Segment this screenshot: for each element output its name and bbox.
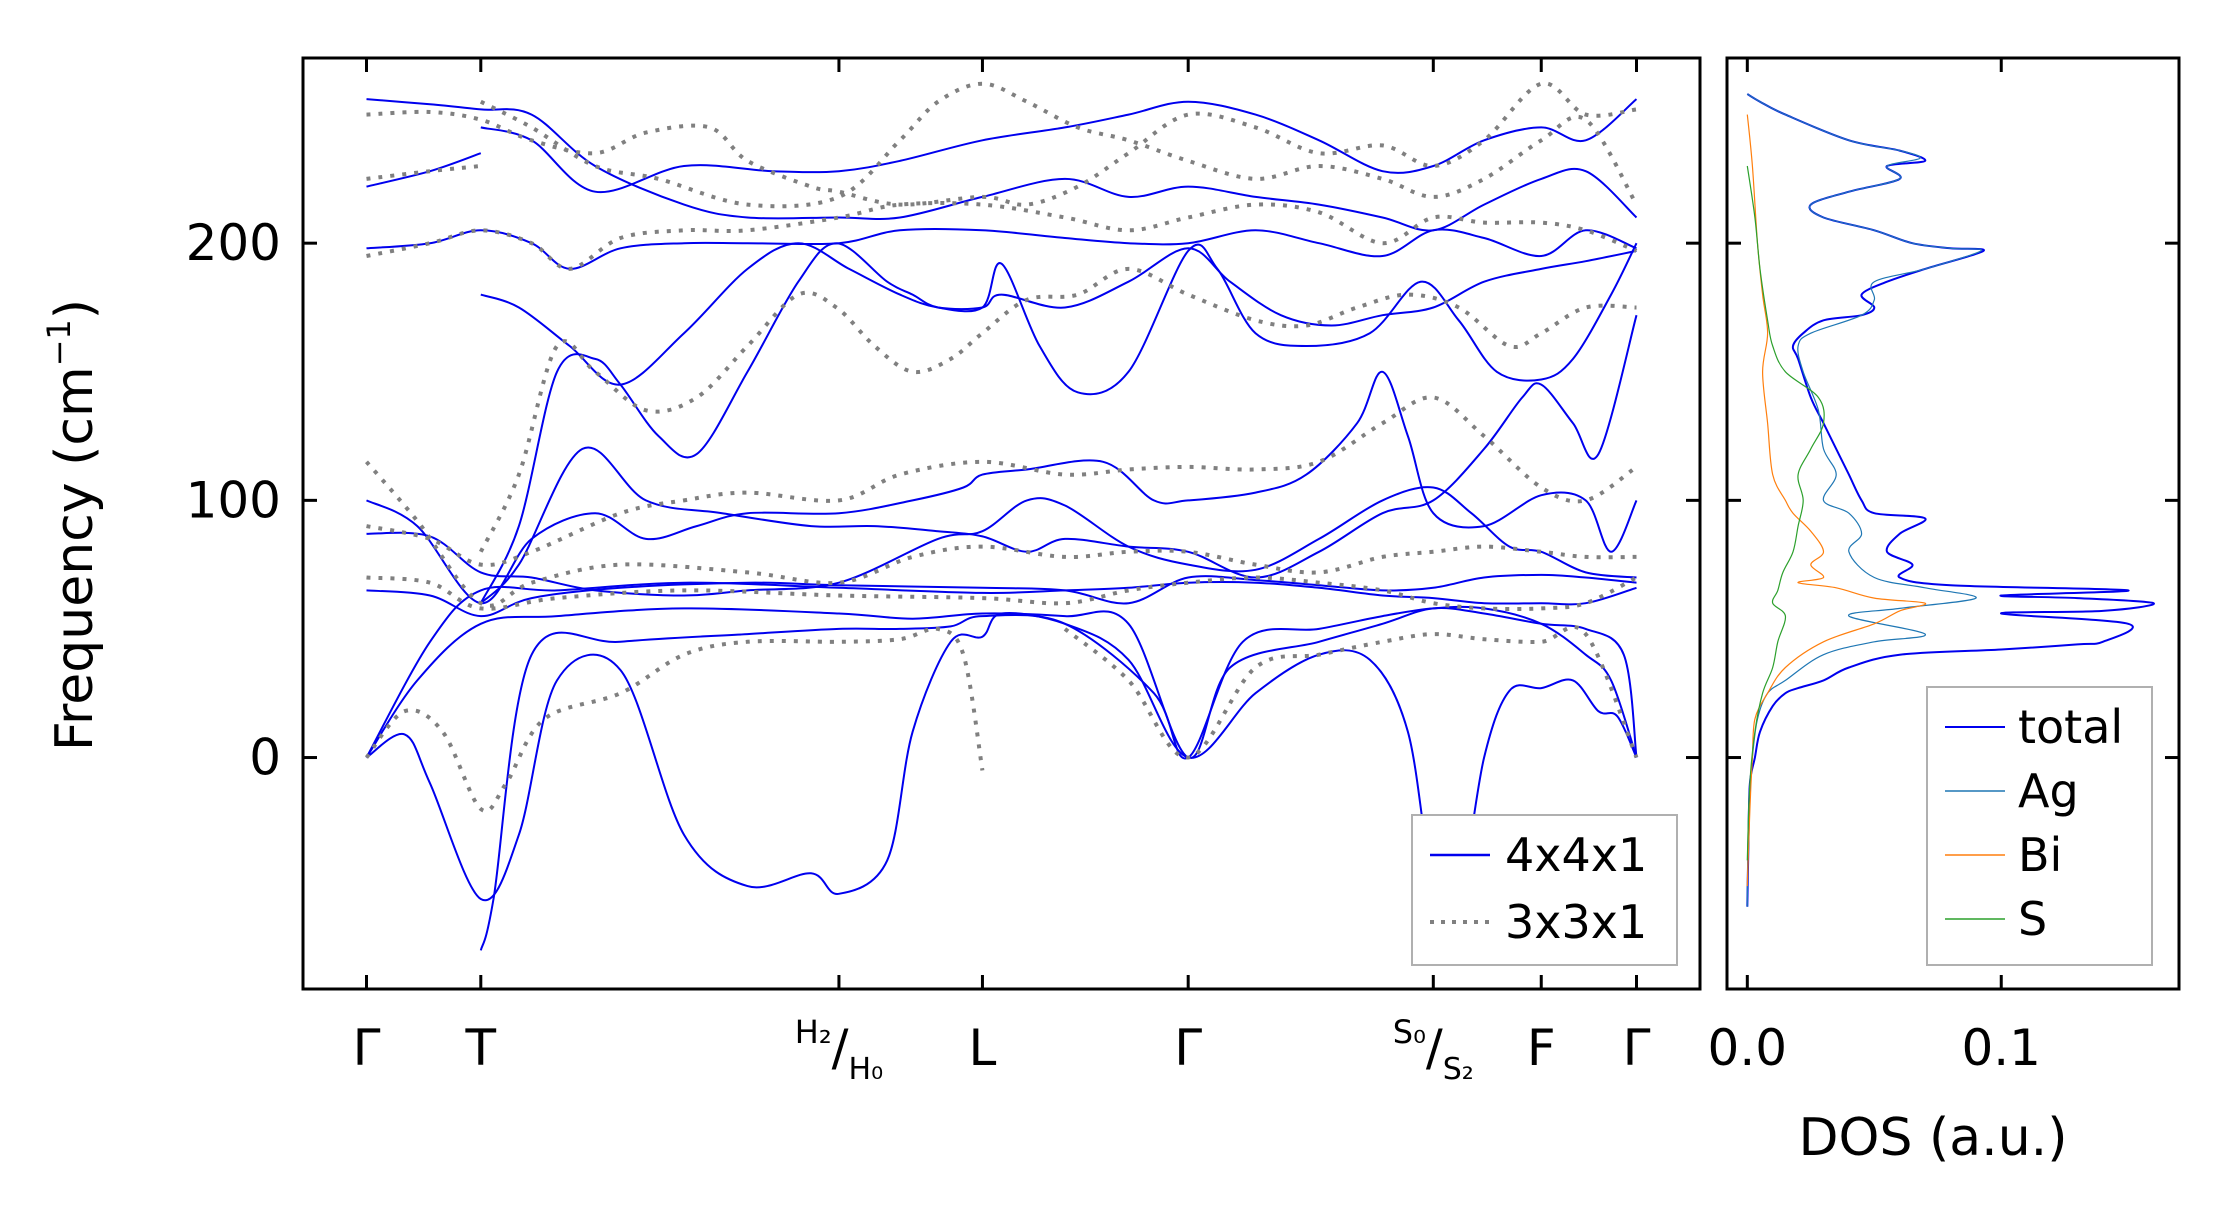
band-4x4x1-9 — [479, 242, 1638, 604]
band-3x3x1-4 — [366, 575, 1638, 611]
legend-label-3x3x1: 3x3x1 — [1505, 895, 1647, 949]
y-tick-label-100: 100 — [186, 471, 281, 529]
dos-x-tick-label-0: 0.0 — [1708, 1019, 1788, 1077]
dos-legend: total Ag Bi S — [1926, 686, 2153, 966]
x-tick-label-5: S₀/S₂ — [1393, 1013, 1474, 1087]
x-tick-label-0: Γ — [353, 1019, 381, 1077]
y-tick-label-200: 200 — [186, 214, 281, 272]
x-tick-label-6: F — [1527, 1019, 1556, 1077]
x-tick-label-2: H₂/H₀ — [795, 1013, 883, 1087]
dos-x-ticks: 0.0 0.1 — [1708, 58, 2041, 1077]
dos-ag-line — [1746, 93, 1982, 907]
dos-x-tick-label-1: 0.1 — [1961, 1019, 2041, 1077]
band-4x4x1-3 — [365, 607, 1638, 759]
y-tick-label-0: 0 — [249, 729, 281, 787]
dos-bi-line — [1746, 114, 1927, 887]
band-3x3x1-3 — [364, 460, 1637, 608]
band-3x3x1-8 — [366, 164, 482, 181]
x-tick-label-4: Γ — [1174, 1019, 1202, 1077]
dos-y-ticks — [1727, 241, 2179, 760]
x-tick-label-3: L — [969, 1019, 997, 1077]
legend-label-4x4x1: 4x4x1 — [1505, 828, 1647, 882]
band-3x3x1-2 — [1063, 625, 1639, 760]
dos-lines — [1746, 93, 2155, 907]
dos-plot-frame — [1725, 56, 2181, 991]
legend-label-total: total — [2018, 700, 2123, 754]
legend-label-s: S — [2018, 892, 2047, 946]
band-lines — [364, 81, 1639, 951]
band-3x3x1-7 — [366, 201, 1638, 271]
band-plot-frame — [301, 56, 1702, 991]
band-4x4x1-8 — [480, 314, 1638, 604]
band-4x4x1-5 — [366, 573, 1637, 618]
band-3x3x1-6 — [479, 266, 1637, 553]
dos-x-axis-label: DOS (a.u.) — [1799, 1108, 2068, 1168]
x-tick-label-1: T — [465, 1019, 497, 1077]
dos-s-line — [1746, 165, 1825, 861]
band-4x4x1-11 — [366, 228, 1637, 270]
dos-panel: 0.0 0.1 DOS (a.u.) total Ag Bi S — [1708, 56, 2181, 1168]
x-tick-label-7: Γ — [1623, 1019, 1651, 1077]
legend-label-bi: Bi — [2018, 828, 2062, 882]
band-y-ticks: 0 100 200 — [186, 214, 1700, 787]
legend-label-ag: Ag — [2018, 764, 2079, 818]
band-legend-box — [1411, 814, 1678, 966]
band-3x3x1-1 — [364, 626, 985, 813]
y-axis-label: Frequency (cm−1) — [40, 299, 105, 751]
band-legend: 4x4x1 3x3x1 — [1411, 814, 1678, 966]
band-structure-panel: 0 100 200 Γ T H₂/H₀ L Γ S₀/S₂ F Γ Frequency (cm−1… — [40, 56, 1702, 1087]
band-4x4x1-12 — [366, 152, 482, 188]
band-4x4x1-4 — [365, 581, 1637, 758]
band-4x4x1-14 — [366, 98, 1638, 232]
band-3x3x1-10 — [479, 81, 1639, 209]
band-4x4x1-10 — [480, 242, 1637, 386]
band-4x4x1-6 — [366, 486, 1637, 597]
band-4x4x1-7 — [366, 370, 1638, 605]
band-x-ticks: Γ T H₂/H₀ L Γ S₀/S₂ F Γ — [353, 58, 1651, 1087]
band-3x3x1-5 — [366, 395, 1638, 568]
